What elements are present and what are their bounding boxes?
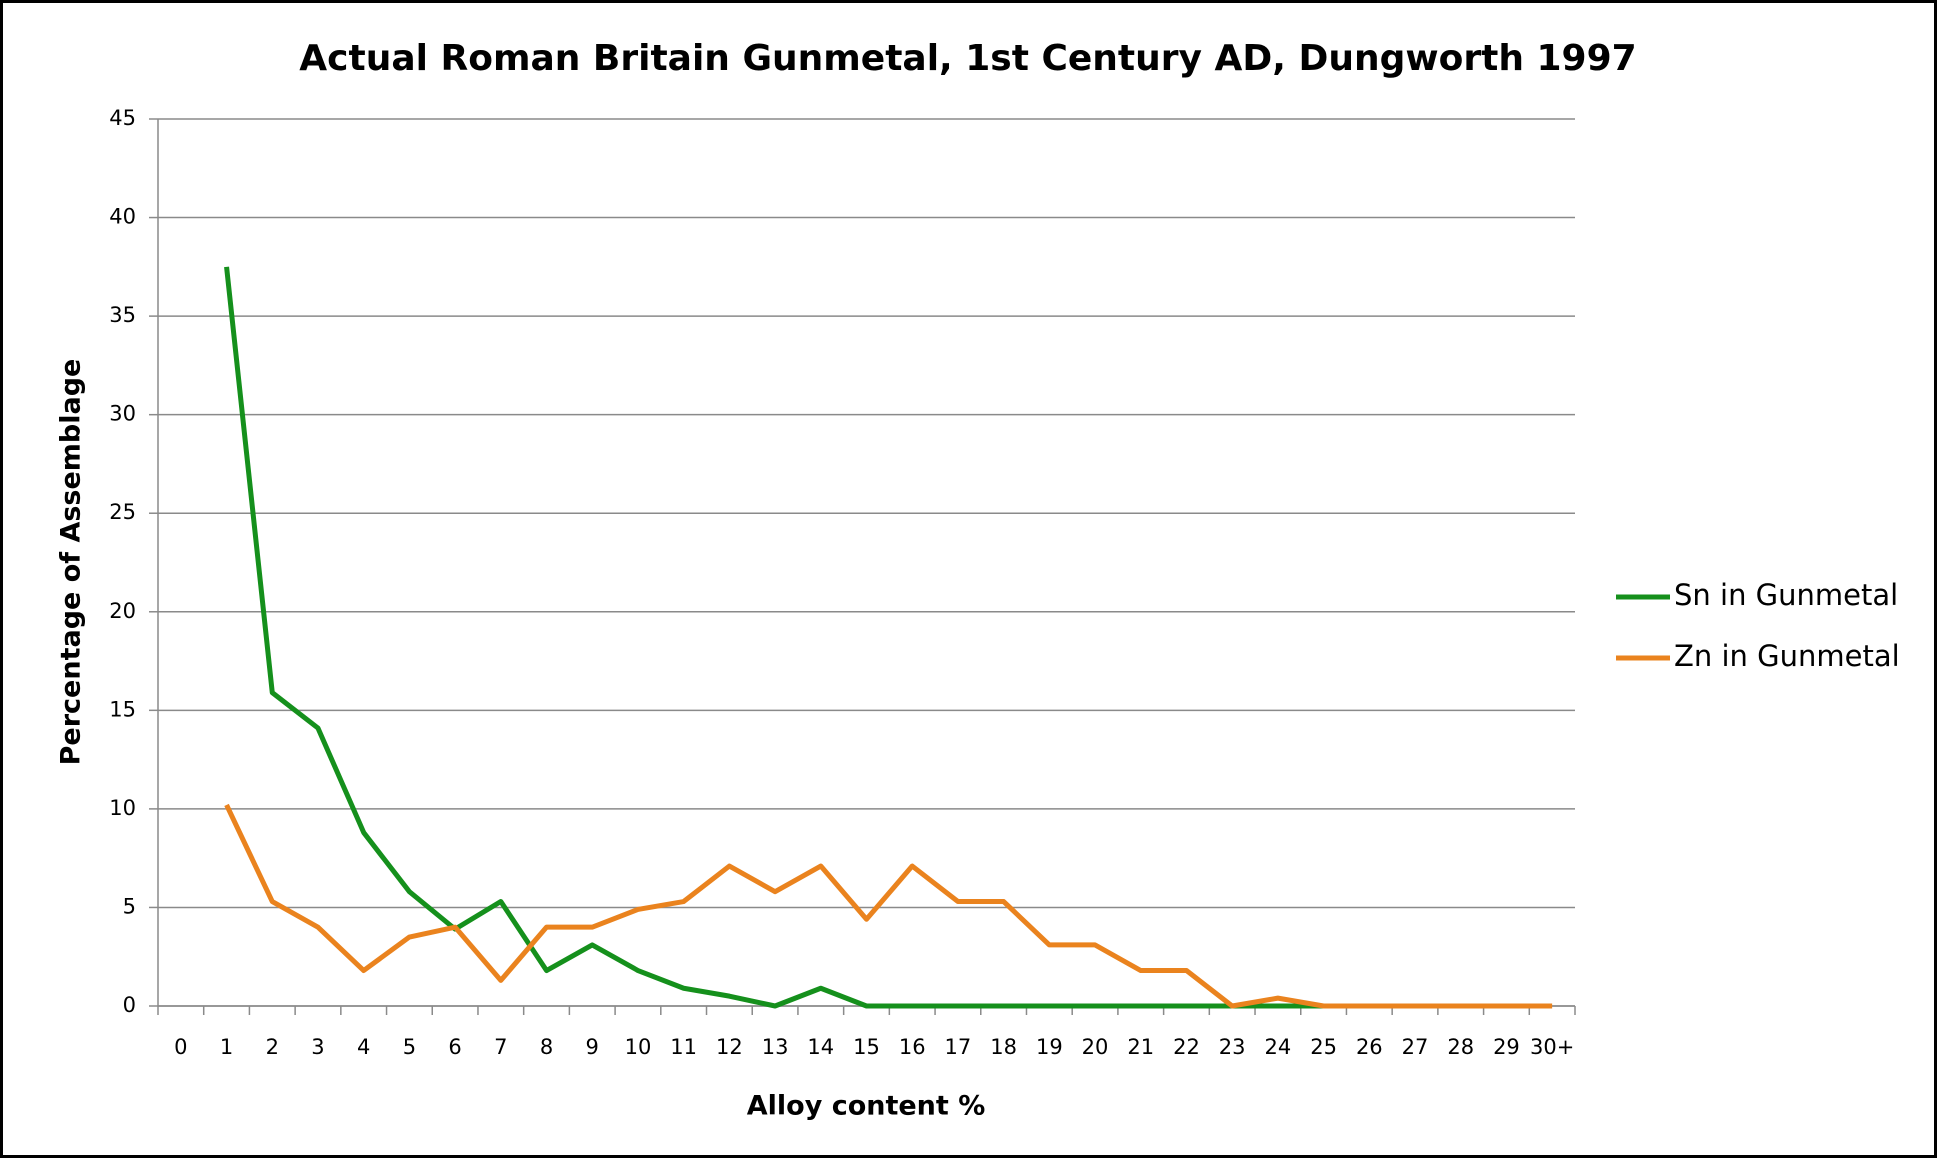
legend-label: Sn in Gunmetal	[1674, 578, 1898, 612]
x-tick-label: 25	[1310, 1035, 1337, 1059]
y-tick-label: 10	[109, 796, 136, 820]
series-line	[224, 266, 1324, 1009]
y-tick-label: 15	[109, 697, 136, 721]
x-tick-label: 29	[1493, 1035, 1520, 1059]
x-tick-label: 24	[1265, 1035, 1292, 1059]
x-tick-label: 18	[990, 1035, 1017, 1059]
x-axis-title: Alloy content %	[747, 1091, 986, 1122]
y-tick-label: 45	[109, 106, 136, 130]
x-tick-label: 8	[540, 1035, 553, 1059]
x-tick-label: 26	[1356, 1035, 1383, 1059]
y-axis-title: Percentage of Assemblage	[56, 359, 87, 766]
y-tick-label: 25	[109, 500, 136, 524]
x-tick-label: 23	[1219, 1035, 1246, 1059]
x-tick-label: 11	[670, 1035, 697, 1059]
x-tick-label: 20	[1082, 1035, 1109, 1059]
chart-title: Actual Roman Britain Gunmetal, 1st Centu…	[299, 38, 1636, 79]
x-tick-label: 15	[853, 1035, 880, 1059]
x-tick-label: 9	[586, 1035, 599, 1059]
x-tick-label: 13	[762, 1035, 789, 1059]
series-line	[224, 803, 1553, 1009]
x-tick-label: 19	[1036, 1035, 1063, 1059]
x-tick-label: 27	[1402, 1035, 1429, 1059]
x-tick-label: 16	[899, 1035, 926, 1059]
y-tick-label: 0	[123, 993, 136, 1017]
y-tick-label: 40	[109, 205, 136, 229]
x-tick-label: 21	[1127, 1035, 1154, 1059]
legend-label: Zn in Gunmetal	[1674, 639, 1900, 673]
x-tick-label: 6	[448, 1035, 461, 1059]
x-tick-label: 1	[220, 1035, 233, 1059]
y-tick-label: 30	[109, 402, 136, 426]
x-tick-label: 4	[357, 1035, 370, 1059]
x-tick-label: 2	[266, 1035, 279, 1059]
x-tick-label: 12	[716, 1035, 743, 1059]
x-tick-label: 22	[1173, 1035, 1200, 1059]
x-tick-label: 5	[403, 1035, 416, 1059]
x-tick-label: 28	[1447, 1035, 1474, 1059]
x-tick-label: 17	[945, 1035, 972, 1059]
x-tick-label: 0	[174, 1035, 187, 1059]
y-tick-label: 35	[109, 303, 136, 327]
x-tick-label: 30+	[1530, 1035, 1574, 1059]
x-tick-label: 3	[311, 1035, 324, 1059]
y-tick-label: 5	[123, 894, 136, 918]
x-tick-label: 7	[494, 1035, 507, 1059]
x-tick-label: 10	[625, 1035, 652, 1059]
x-tick-label: 14	[807, 1035, 834, 1059]
y-tick-label: 20	[109, 599, 136, 623]
